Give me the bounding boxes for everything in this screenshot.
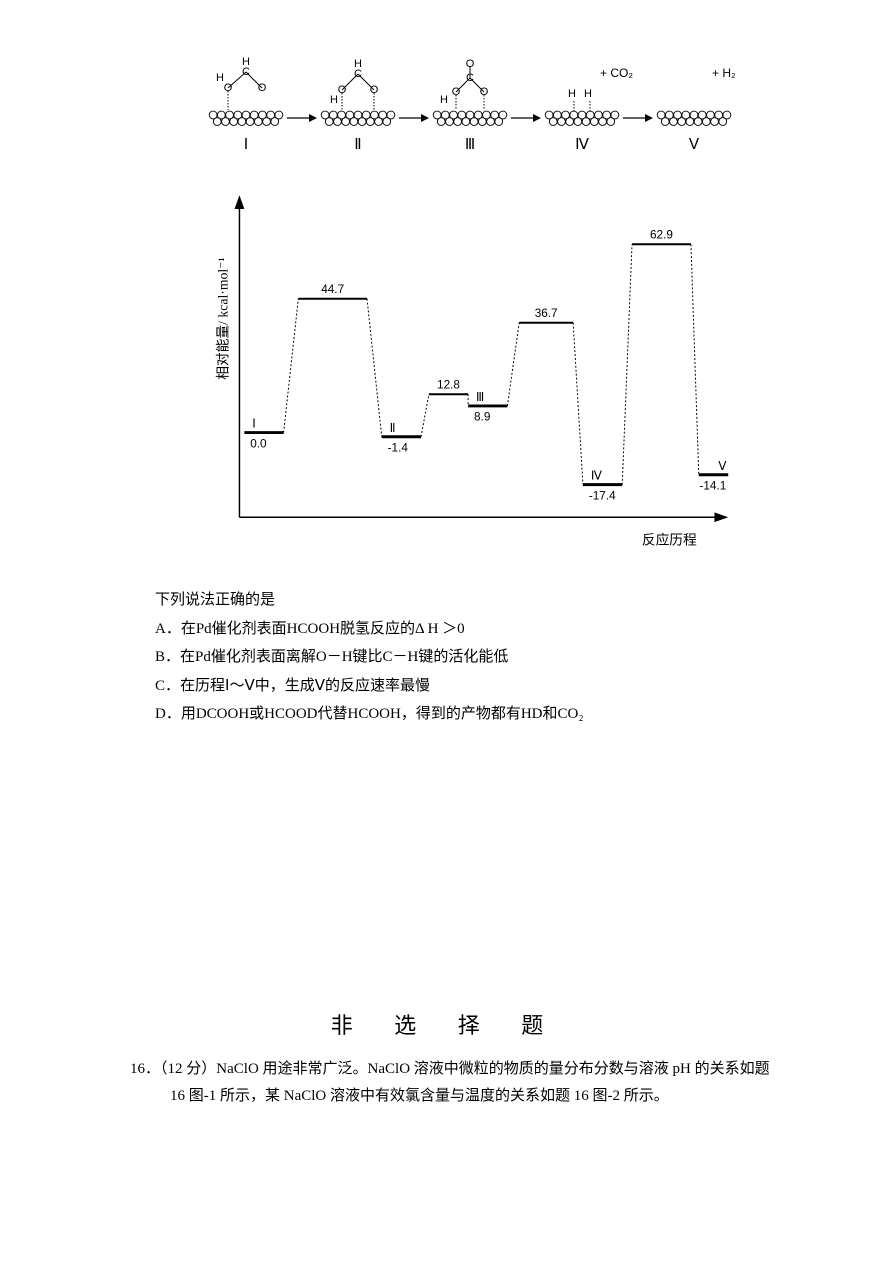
q16-text: NaClO 用途非常广泛。NaClO 溶液中微粒的物质的量分布分数与溶液 pH … [170,1061,770,1104]
energy-value-II: -1.4 [388,441,409,454]
energy-value-TS2: 12.8 [437,378,460,391]
option-d: D．用DCOOH或HCOOD代替HCOOH，得到的产物都有HD和CO₂ [155,700,775,729]
svg-text:H: H [242,56,250,68]
adsorbate-3: OCOOH [440,58,489,110]
arrow-icon [421,114,429,122]
option-b-text: 在Pd催化剂表面离解O－H键比C－H键的活化能低 [180,649,508,665]
svg-text:H: H [216,72,224,84]
option-a-text: 在Pd催化剂表面HCOOH脱氢反应的Δ H ＞0 [181,621,465,637]
svg-text:H: H [568,88,576,100]
arrow-icon [645,114,653,122]
q16-points: （12 分） [160,1061,216,1077]
energy-connector [622,244,632,484]
mechanism-roman-3: Ⅲ [465,137,475,153]
mechanism-roman-5: Ⅴ [689,137,700,153]
svg-text:H: H [584,88,592,100]
energy-connector [367,299,382,437]
adsorbate-1: OCOHH [216,56,267,110]
x-axis-label: 反应历程 [642,532,697,548]
energy-value-TS1: 44.7 [321,283,344,296]
option-a: A．在Pd催化剂表面HCOOH脱氢反应的Δ H ＞0 [155,615,775,644]
energy-value-III: 8.9 [474,411,490,424]
adsorbate-4: HH [568,88,592,112]
energy-connector [691,244,699,475]
mechanism-roman-1: Ⅰ [244,137,248,153]
energy-roman-IV: Ⅳ [591,470,602,483]
energy-roman-V: Ⅴ [718,460,727,473]
question-16: 16．（12 分）NaClO 用途非常广泛。NaClO 溶液中微粒的物质的量分布… [130,1056,770,1110]
energy-diagram: 反应历程 Ⅰ 0.0 44.7 Ⅱ -1.4 12.8 Ⅲ 8.9 36.7 Ⅳ -17.4 62.9… [210,180,740,560]
q16-number: 16． [130,1061,160,1077]
energy-value-TS4: 62.9 [650,228,673,241]
svg-text:H: H [330,94,338,106]
arrow-icon [533,114,541,122]
energy-connector [284,299,299,433]
energy-connector [421,394,429,437]
mechanism-stage-1: OCOHHⅠ [209,56,283,153]
option-b: B．在Pd催化剂表面离解O－H键比C－H键的活化能低 [155,643,775,672]
section-title: 非 选 择 题 [0,1008,892,1040]
energy-connector [573,323,583,485]
y-axis-label: 相对能量/ kcal·mol⁻¹ [216,257,231,379]
mechanism-diagram: OCOHHⅠOCOHHⅡOCOOHⅢHH+ CO₂Ⅳ+ H₂Ⅴ [190,30,750,170]
mechanism-stage-4: HH + CO₂ Ⅳ [545,66,633,153]
svg-text:O: O [258,82,267,94]
adsorbate-2: OCOHH [330,58,379,110]
energy-roman-II: Ⅱ [390,422,396,435]
svg-text:H: H [440,94,448,106]
energy-value-I: 0.0 [250,437,267,450]
energy-value-V: -14.1 [699,480,726,493]
mechanism-stage-2: OCOHHⅡ [321,58,395,153]
energy-roman-III: Ⅲ [476,391,484,404]
question-stem: 下列说法正确的是 [155,586,775,615]
axes: 反应历程 [235,195,729,547]
arrow-icon [309,114,317,122]
energy-value-TS3: 36.7 [535,307,558,320]
energy-connector [507,323,519,406]
option-c-text: 在历程Ⅰ～Ⅴ中，生成Ⅴ的反应速率最慢 [180,678,430,694]
mechanism-extra-label-4: + CO₂ [600,66,633,80]
mechanism-roman-2: Ⅱ [354,137,361,153]
svg-text:H: H [354,58,362,70]
mechanism-stage-3: OCOOH Ⅲ [433,58,507,153]
option-c: C．在历程Ⅰ～Ⅴ中，生成Ⅴ的反应速率最慢 [155,672,775,701]
mechanism-roman-4: Ⅳ [575,137,589,153]
mechanism-stage-5: + H₂ Ⅴ [657,66,736,153]
option-d-text: 用DCOOH或HCOOD代替HCOOH，得到的产物都有HD和CO₂ [181,706,584,722]
energy-value-IV: -17.4 [589,489,616,502]
energy-roman-I: Ⅰ [252,418,255,431]
mechanism-extra-label-5: + H₂ [712,66,736,80]
